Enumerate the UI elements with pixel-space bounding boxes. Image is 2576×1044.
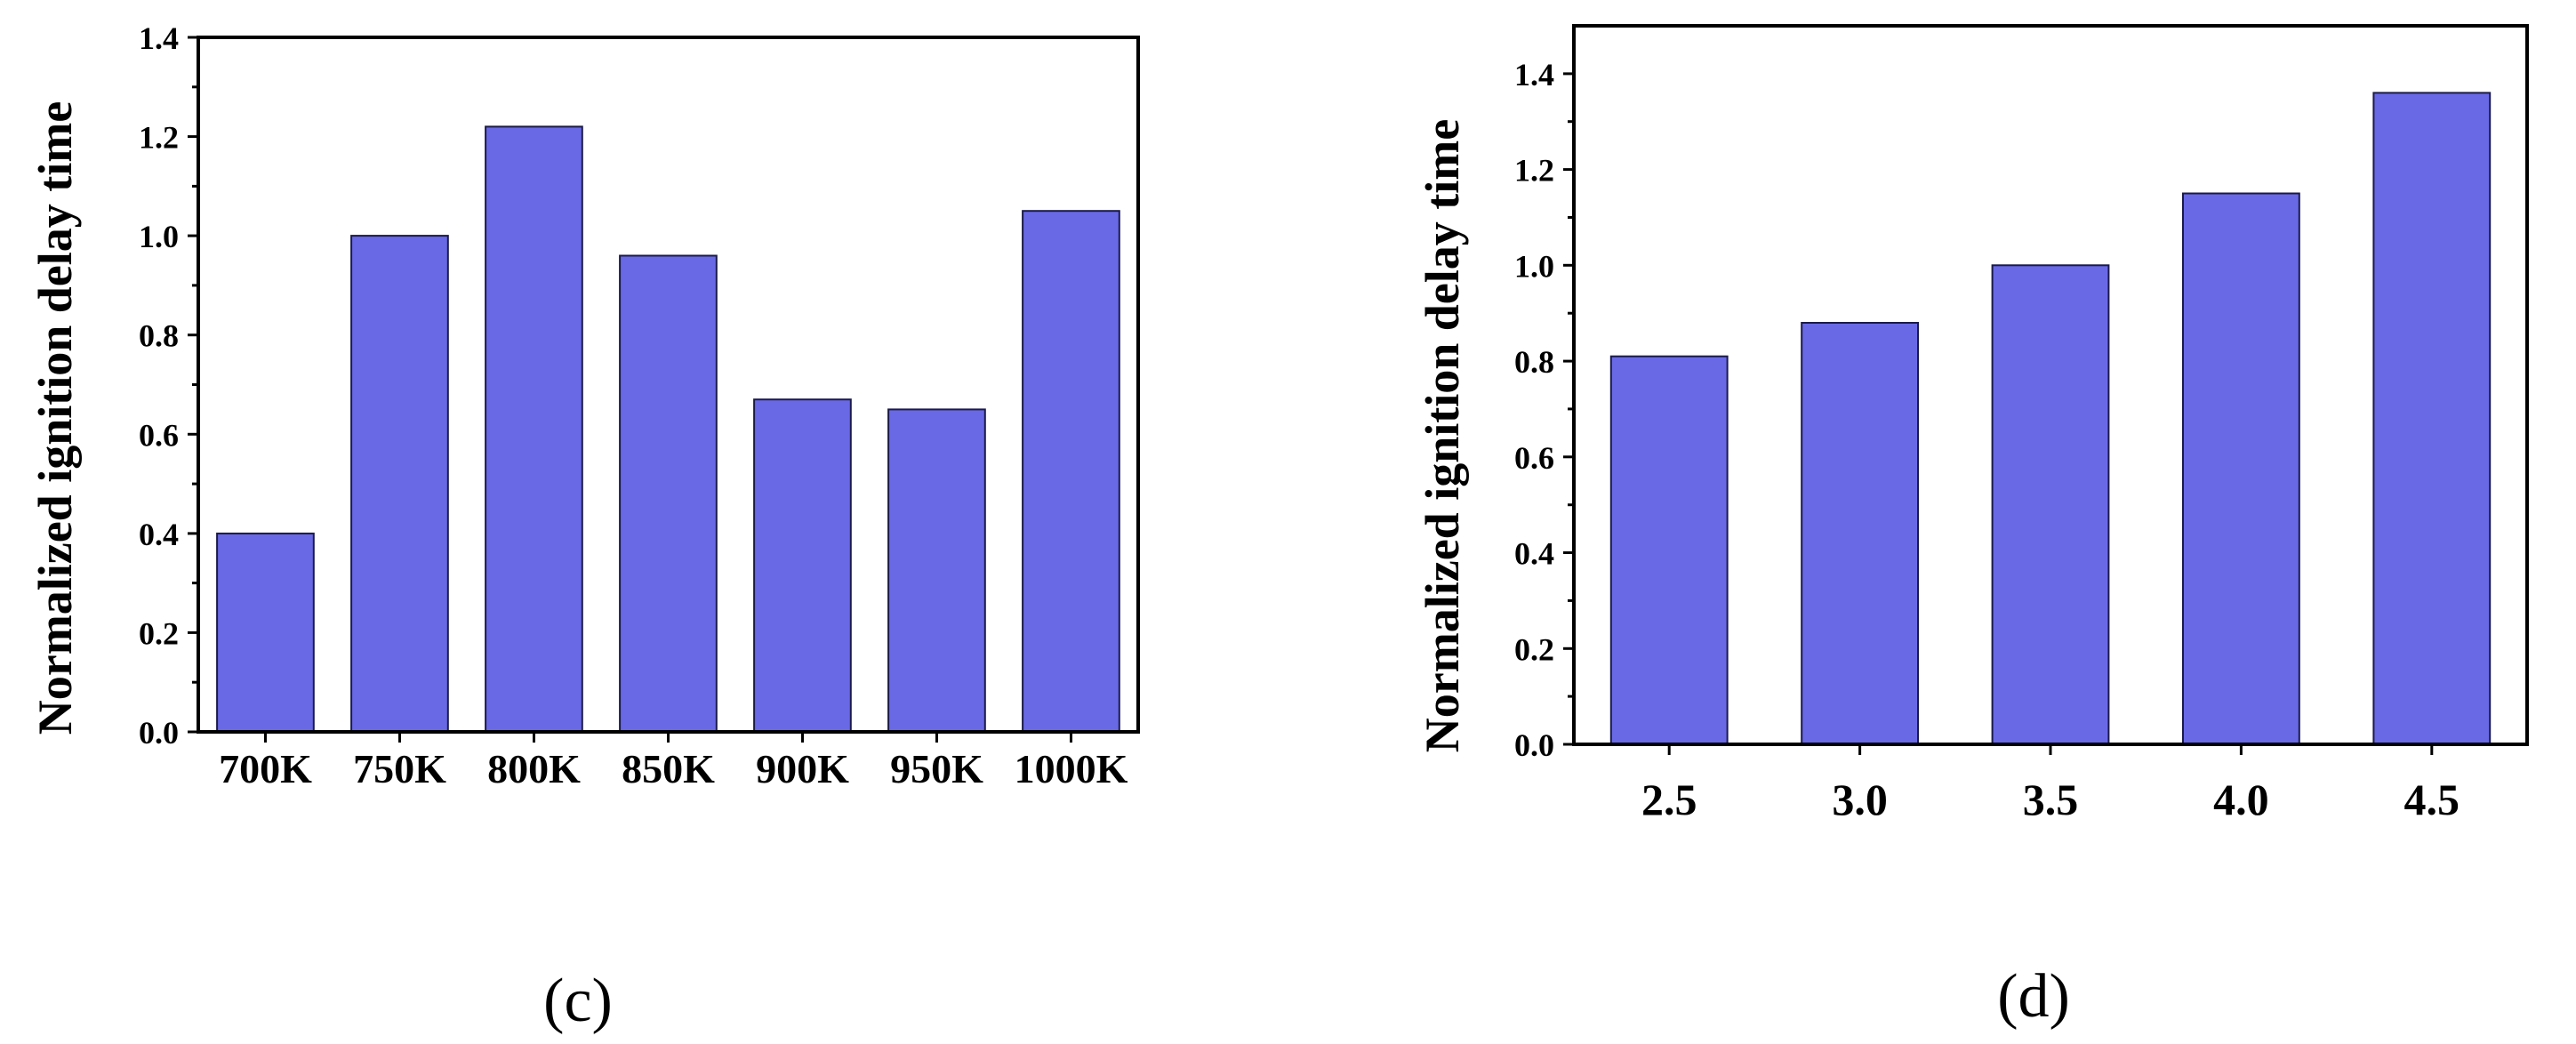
y-tick-label-d-5: 1.0 xyxy=(1514,248,1554,284)
bar-c-1 xyxy=(350,235,449,734)
chart-panel-c: Normalized ignition delay time 0.0 0.2 0.4… xyxy=(28,20,1140,1035)
bar-c-4 xyxy=(753,398,852,733)
y-tick-label-d-3: 0.6 xyxy=(1514,440,1554,476)
x-tick-label-c-3: 850K xyxy=(622,746,715,791)
plot-frame-c xyxy=(197,36,1140,734)
bars-d xyxy=(1609,92,2492,745)
y-ticks-d: 0.0 0.2 0.4 0.6 0.8 1.0 1.2 1.4 xyxy=(1514,57,1574,763)
x-tick-label-d-2: 3.5 xyxy=(2023,775,2079,824)
plot-frame-d xyxy=(1572,24,2529,746)
x-tick-label-d-4: 4.5 xyxy=(2404,775,2460,824)
x-tick-label-c-2: 800K xyxy=(487,746,581,791)
x-tick-label-c-6: 1000K xyxy=(1015,746,1128,791)
bars-c xyxy=(216,125,1120,734)
x-tick-label-c-1: 750K xyxy=(353,746,446,791)
bar-c-3 xyxy=(619,254,718,733)
y-ticks-c: 0.0 0.2 0.4 0.6 0.8 1.0 1.2 1.4 xyxy=(139,20,198,751)
x-ticks-d: 2.5 3.0 3.5 4.0 4.5 xyxy=(1641,744,2460,824)
y-tick-label-c-1: 0.2 xyxy=(139,615,179,651)
x-tick-label-d-1: 3.0 xyxy=(1832,775,1888,824)
x-tick-label-d-0: 2.5 xyxy=(1641,775,1697,824)
y-tick-label-d-2: 0.4 xyxy=(1514,536,1554,572)
panel-label-c: (c) xyxy=(543,967,613,1035)
chart-panel-d: Normalized ignition delay time 0.0 0.2 0.4… xyxy=(1416,24,2529,1031)
bar-c-2 xyxy=(485,125,583,733)
y-tick-label-c-0: 0.0 xyxy=(139,715,179,751)
y-tick-label-d-6: 1.2 xyxy=(1514,153,1554,189)
bar-c-5 xyxy=(887,408,986,733)
y-tick-label-d-0: 0.0 xyxy=(1514,727,1554,763)
bar-d-4 xyxy=(2372,92,2492,745)
y-tick-label-c-2: 0.4 xyxy=(139,517,179,552)
bar-d-1 xyxy=(1801,322,1919,745)
bar-d-2 xyxy=(1991,264,2110,745)
bar-d-3 xyxy=(2182,192,2300,745)
y-tick-label-c-6: 1.2 xyxy=(139,120,179,156)
panel-label-d: (d) xyxy=(1997,962,2070,1031)
x-tick-label-d-3: 4.0 xyxy=(2213,775,2269,824)
y-tick-label-d-4: 0.8 xyxy=(1514,344,1554,380)
bar-c-6 xyxy=(1022,210,1120,733)
x-ticks-c: 700K 750K 800K 850K 900K 950K 1000K xyxy=(219,732,1128,791)
bar-d-0 xyxy=(1609,355,1729,745)
y-tick-label-c-3: 0.6 xyxy=(139,417,179,453)
y-tick-label-d-7: 1.4 xyxy=(1514,57,1554,92)
y-tick-label-c-4: 0.8 xyxy=(139,318,179,354)
y-axis-title-c: Normalized ignition delay time xyxy=(28,101,82,735)
x-tick-label-c-4: 900K xyxy=(756,746,849,791)
x-tick-label-c-0: 700K xyxy=(219,746,312,791)
y-axis-title-d: Normalized ignition delay time xyxy=(1416,119,1469,752)
y-tick-label-c-5: 1.0 xyxy=(139,219,179,254)
x-tick-label-c-5: 950K xyxy=(890,746,983,791)
bar-c-0 xyxy=(216,532,315,734)
y-tick-label-c-7: 1.4 xyxy=(139,20,179,56)
y-tick-label-d-1: 0.2 xyxy=(1514,631,1554,667)
